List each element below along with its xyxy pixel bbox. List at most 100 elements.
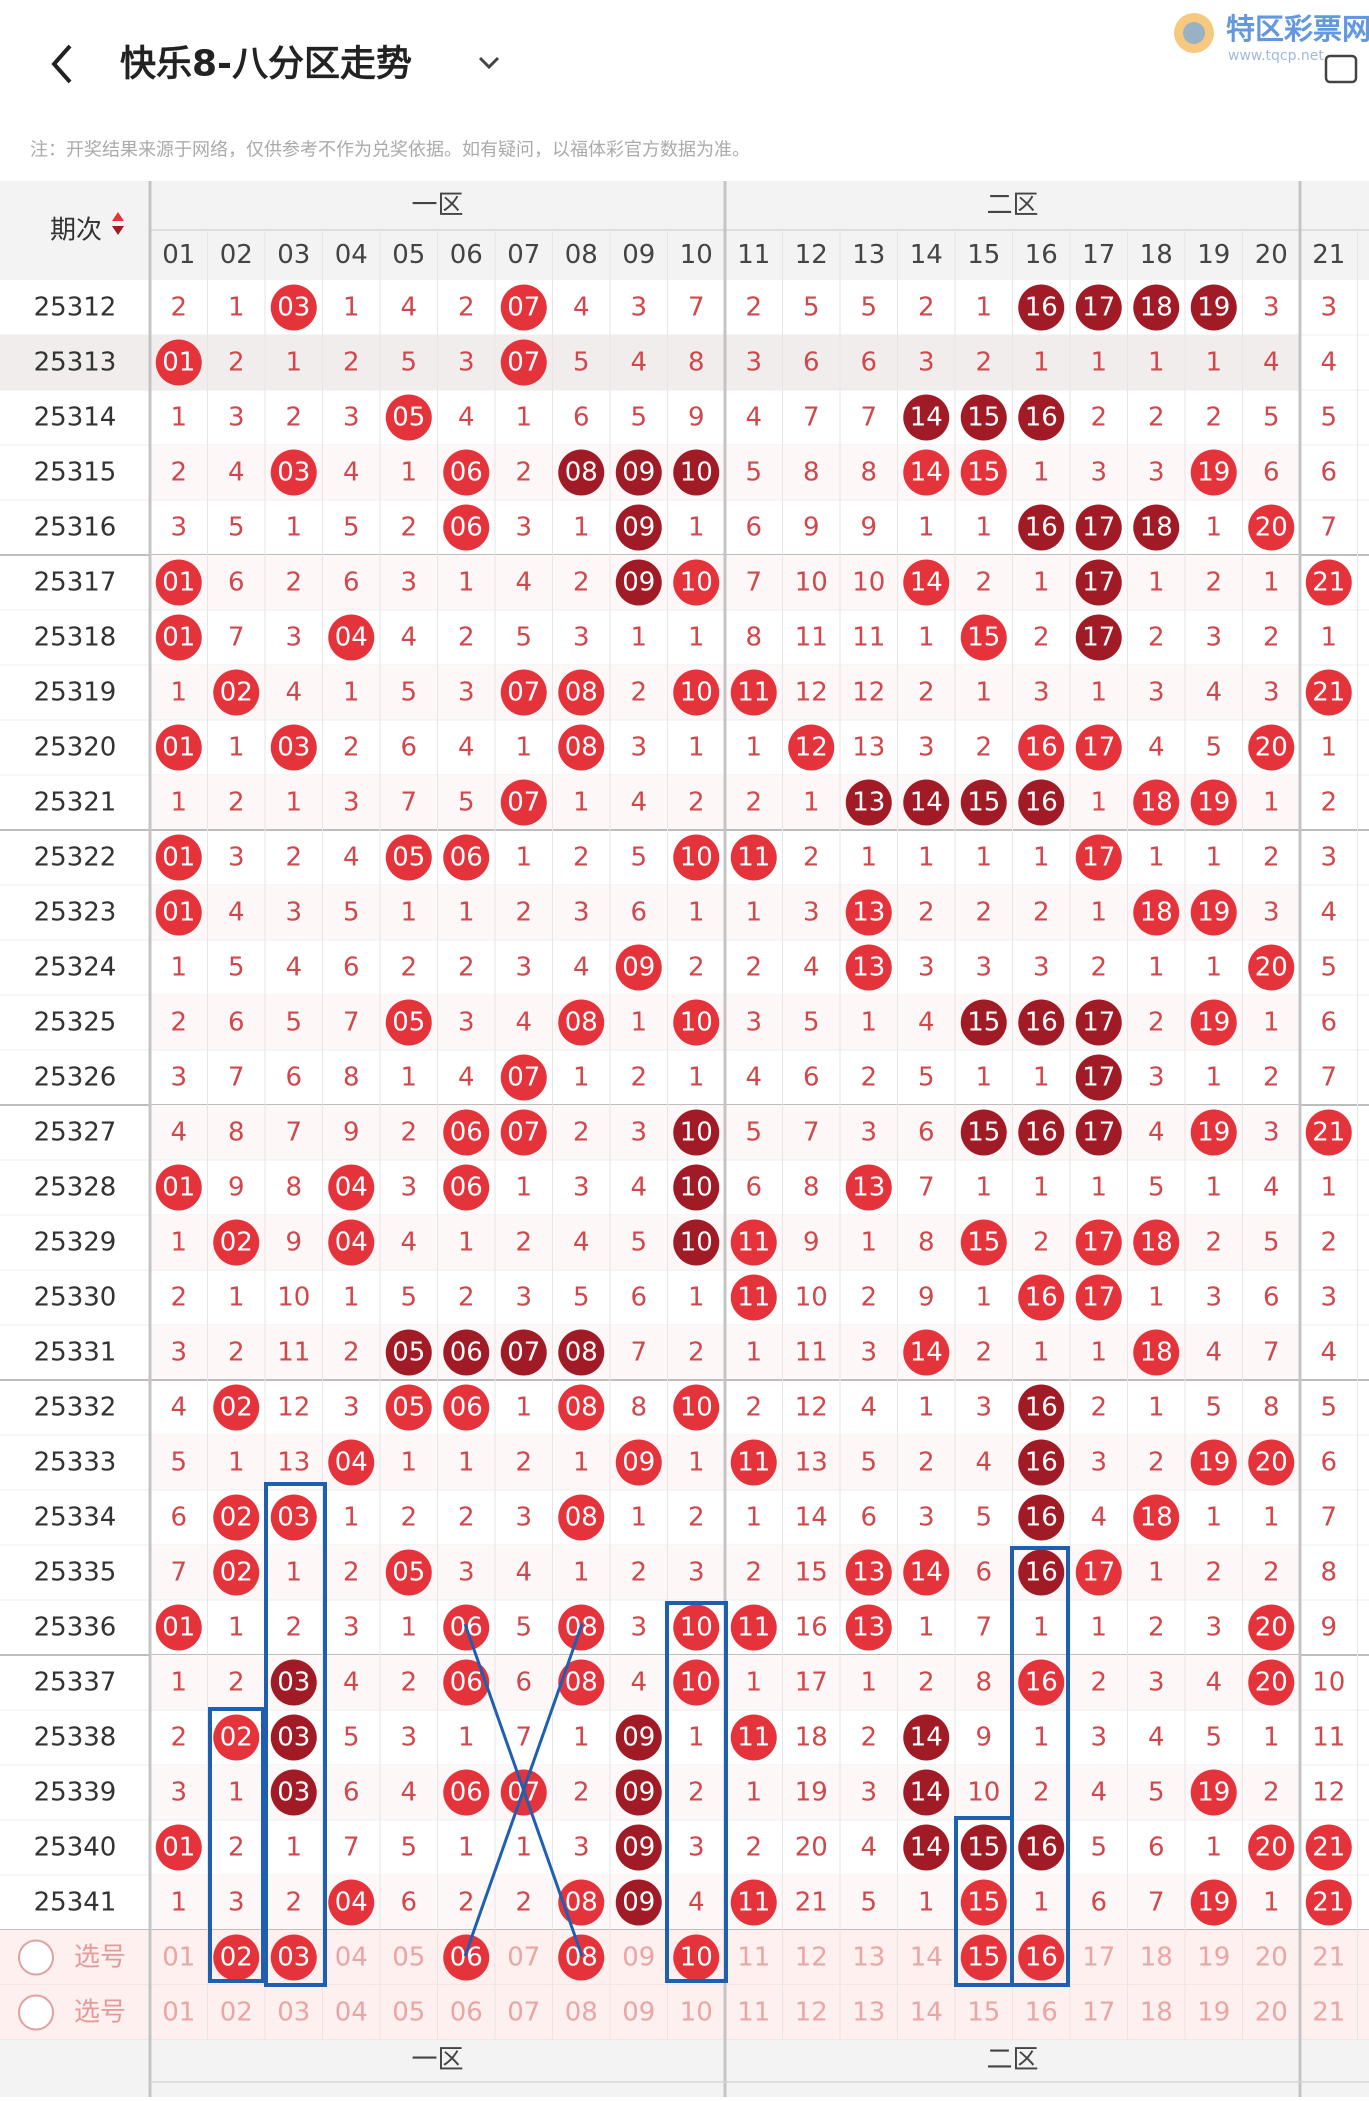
selected-ball[interactable] — [558, 1934, 605, 1981]
select-number[interactable]: 15 — [967, 1943, 1000, 1973]
omission-count: 1 — [688, 1448, 705, 1478]
omission-count: 4 — [745, 1063, 762, 1093]
annotation-box — [208, 1707, 265, 1983]
back-button[interactable] — [51, 44, 72, 84]
omission-count: 1 — [1320, 623, 1337, 653]
omission-count: 2 — [918, 678, 935, 708]
select-number[interactable]: 13 — [852, 1998, 885, 2028]
select-number[interactable]: 19 — [1197, 1998, 1230, 2028]
drawn-number: 10 — [680, 843, 713, 873]
select-number[interactable]: 10 — [680, 1998, 713, 2028]
omission-count: 5 — [860, 1448, 877, 1478]
select-number[interactable]: 16 — [1025, 1998, 1058, 2028]
select-number[interactable]: 05 — [392, 1943, 425, 1973]
select-number[interactable]: 05 — [392, 1998, 425, 2028]
select-number[interactable]: 09 — [622, 1943, 655, 1973]
select-number[interactable]: 08 — [565, 1943, 598, 1973]
omission-count: 1 — [400, 458, 417, 488]
omission-count: 6 — [975, 1558, 992, 1588]
select-number[interactable]: 16 — [1025, 1943, 1058, 1973]
select-number[interactable]: 18 — [1140, 1943, 1173, 1973]
select-number[interactable]: 11 — [737, 1998, 770, 2028]
select-number[interactable]: 01 — [162, 1998, 195, 2028]
select-number[interactable]: 14 — [910, 1998, 943, 2028]
omission-count: 1 — [1033, 1888, 1050, 1918]
drawn-number: 16 — [1025, 1008, 1058, 1038]
select-number[interactable]: 21 — [1312, 1998, 1345, 2028]
select-number[interactable]: 02 — [220, 1998, 253, 2028]
number-ball — [443, 449, 490, 496]
column-label: 14 — [910, 240, 943, 270]
select-number[interactable]: 17 — [1082, 1943, 1115, 1973]
number-ball — [1018, 1824, 1065, 1871]
select-number[interactable]: 04 — [335, 1998, 368, 2028]
omission-count: 2 — [745, 1833, 762, 1863]
select-number[interactable]: 08 — [565, 1998, 598, 2028]
selected-ball[interactable] — [270, 1934, 317, 1981]
select-number[interactable]: 18 — [1140, 1998, 1173, 2028]
select-number[interactable]: 10 — [680, 1943, 713, 1973]
omission-count: 2 — [573, 843, 590, 873]
select-number[interactable]: 06 — [450, 1998, 483, 2028]
selected-ball[interactable] — [960, 1934, 1007, 1981]
select-number[interactable]: 07 — [507, 1998, 540, 2028]
select-number[interactable]: 17 — [1082, 1998, 1115, 2028]
selected-ball[interactable] — [1018, 1934, 1065, 1981]
omission-count: 4 — [515, 568, 532, 598]
omission-count: 2 — [1033, 898, 1050, 928]
select-number[interactable]: 12 — [795, 1943, 828, 1973]
column-label: 12 — [795, 240, 828, 270]
number-ball — [155, 1604, 202, 1651]
select-number[interactable]: 20 — [1255, 1998, 1288, 2028]
omission-count: 4 — [630, 788, 647, 818]
radio-button[interactable] — [18, 1994, 54, 2031]
number-ball — [615, 1439, 662, 1486]
select-number[interactable]: 02 — [220, 1943, 253, 1973]
menu-icon[interactable] — [1324, 54, 1358, 84]
drawn-number: 13 — [852, 1613, 885, 1643]
select-number[interactable]: 19 — [1197, 1943, 1230, 1973]
selected-ball[interactable] — [673, 1934, 720, 1981]
omission-count: 8 — [285, 1173, 302, 1203]
drawn-number: 11 — [737, 1723, 770, 1753]
select-number[interactable]: 03 — [277, 1998, 310, 2028]
issue-number: 25320 — [34, 733, 117, 763]
omission-count: 3 — [1148, 678, 1165, 708]
selected-ball[interactable] — [443, 1934, 490, 1981]
omission-count: 8 — [745, 623, 762, 653]
radio-button[interactable] — [18, 1939, 54, 1976]
select-number[interactable]: 21 — [1312, 1943, 1345, 1973]
select-number[interactable]: 06 — [450, 1943, 483, 1973]
select-number[interactable]: 11 — [737, 1943, 770, 1973]
zone-label: 一区 — [411, 2045, 463, 2075]
drawn-number: 03 — [277, 1723, 310, 1753]
select-number[interactable]: 07 — [507, 1943, 540, 1973]
select-number[interactable]: 20 — [1255, 1943, 1288, 1973]
number-ball — [1075, 1274, 1122, 1321]
select-number[interactable]: 13 — [852, 1943, 885, 1973]
select-number[interactable]: 01 — [162, 1943, 195, 1973]
select-number[interactable]: 09 — [622, 1998, 655, 2028]
page-title[interactable]: 快乐8-八分区走势 — [120, 44, 412, 85]
select-number[interactable]: 03 — [277, 1943, 310, 1973]
select-number[interactable]: 04 — [335, 1943, 368, 1973]
selected-ball[interactable] — [213, 1934, 260, 1981]
omission-count: 1 — [285, 788, 302, 818]
omission-count: 3 — [400, 568, 417, 598]
omission-count: 5 — [228, 513, 245, 543]
number-ball — [615, 559, 662, 606]
select-number[interactable]: 14 — [910, 1943, 943, 1973]
drawn-number: 10 — [680, 1668, 713, 1698]
dropdown-icon[interactable] — [478, 56, 500, 70]
select-number[interactable]: 12 — [795, 1998, 828, 2028]
omission-count: 4 — [170, 1118, 187, 1148]
drawn-number: 01 — [162, 898, 195, 928]
omission-count: 2 — [1205, 1558, 1222, 1588]
number-ball — [558, 669, 605, 716]
omission-count: 4 — [688, 1888, 705, 1918]
omission-count: 1 — [515, 843, 532, 873]
drawn-number: 16 — [1025, 1393, 1058, 1423]
omission-count: 3 — [918, 1503, 935, 1533]
select-number[interactable]: 15 — [967, 1998, 1000, 2028]
number-ball — [443, 1164, 490, 1211]
